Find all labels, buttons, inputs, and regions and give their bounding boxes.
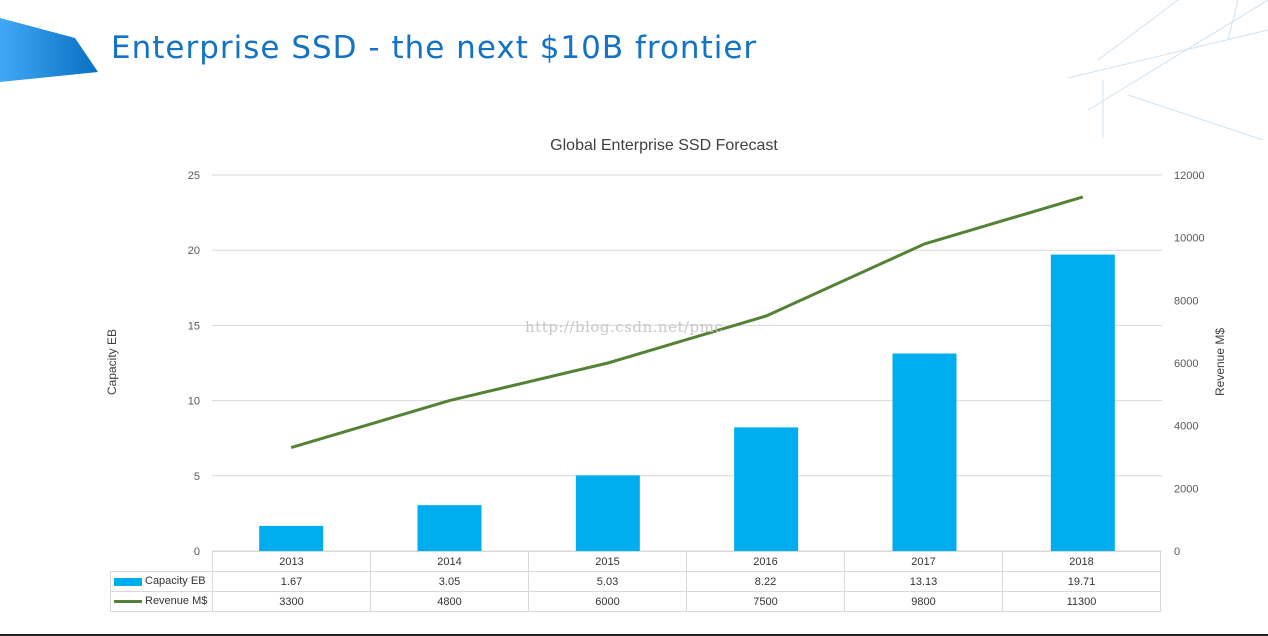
gridlines — [212, 174, 1162, 552]
chart-title: Global Enterprise SSD Forecast — [550, 137, 778, 154]
bar-legend-swatch — [114, 577, 142, 586]
slide-corner-decoration — [0, 18, 98, 82]
table-cell: 3.05 — [370, 571, 529, 592]
table-corner — [110, 551, 213, 572]
legend-revenue: Revenue M$ — [110, 591, 213, 612]
table-cell: 1.67 — [212, 571, 371, 592]
capacity-bars — [259, 254, 1115, 552]
legend-capacity-label: Capacity EB — [145, 575, 206, 588]
right-tick-label: 4000 — [1174, 421, 1198, 433]
table-year: 2017 — [844, 551, 1003, 572]
table-year: 2016 — [686, 551, 845, 572]
revenue-line — [290, 195, 1084, 450]
table-cell: 6000 — [528, 591, 687, 612]
table-cell: 7500 — [686, 591, 845, 612]
table-cell: 13.13 — [844, 571, 1003, 592]
right-tick-label: 6000 — [1174, 358, 1198, 370]
slide-bottom-rule — [0, 634, 1268, 636]
table-year: 2018 — [1002, 551, 1161, 572]
table-cell: 11300 — [1002, 591, 1161, 612]
capacity-bar — [1050, 254, 1115, 552]
table-cell: 8.22 — [686, 571, 845, 592]
legend-revenue-label: Revenue M$ — [145, 595, 208, 608]
background-line-art — [1068, 0, 1268, 140]
table-cell: 19.71 — [1002, 571, 1161, 592]
right-axis-ticks: 0 2000 4000 6000 8000 10000 12000 — [1174, 170, 1205, 558]
left-axis-label: Capacity EB — [105, 329, 119, 395]
capacity-bar — [892, 353, 957, 551]
watermark: http://blog.csdn.net/pmc — [525, 318, 724, 336]
right-axis-label: Revenue M$ — [1213, 328, 1227, 396]
capacity-bar — [417, 505, 482, 551]
capacity-bar — [259, 525, 324, 551]
table-cell: 3300 — [212, 591, 371, 612]
left-tick-label: 5 — [194, 471, 200, 483]
right-tick-label: 10000 — [1174, 233, 1205, 245]
left-tick-label: 10 — [188, 396, 200, 408]
left-tick-label: 20 — [188, 245, 200, 257]
capacity-bar — [575, 475, 640, 551]
right-tick-label: 0 — [1174, 546, 1180, 558]
table-row: Capacity EB 1.67 3.05 5.03 8.22 13.13 19… — [110, 571, 1161, 592]
line-legend-swatch — [114, 600, 142, 604]
left-tick-label: 15 — [188, 320, 200, 332]
table-header-row: 2013 2014 2015 2016 2017 2018 — [110, 551, 1161, 572]
table-year: 2015 — [528, 551, 687, 572]
table-row: Revenue M$ 3300 4800 6000 7500 9800 1130… — [110, 591, 1161, 612]
slide-title: Enterprise SSD - the next $10B frontier — [111, 30, 758, 66]
table-cell: 5.03 — [528, 571, 687, 592]
right-tick-label: 8000 — [1174, 295, 1198, 307]
table-cell: 4800 — [370, 591, 529, 612]
right-tick-label: 12000 — [1174, 170, 1205, 182]
chart-data-table: 2013 2014 2015 2016 2017 2018 Capacity E… — [110, 551, 1161, 612]
capacity-bar — [734, 427, 799, 551]
right-tick-label: 2000 — [1174, 483, 1198, 495]
table-year: 2013 — [212, 551, 371, 572]
left-tick-label: 25 — [188, 170, 200, 182]
legend-capacity: Capacity EB — [110, 571, 213, 592]
table-cell: 9800 — [844, 591, 1003, 612]
table-year: 2014 — [370, 551, 529, 572]
